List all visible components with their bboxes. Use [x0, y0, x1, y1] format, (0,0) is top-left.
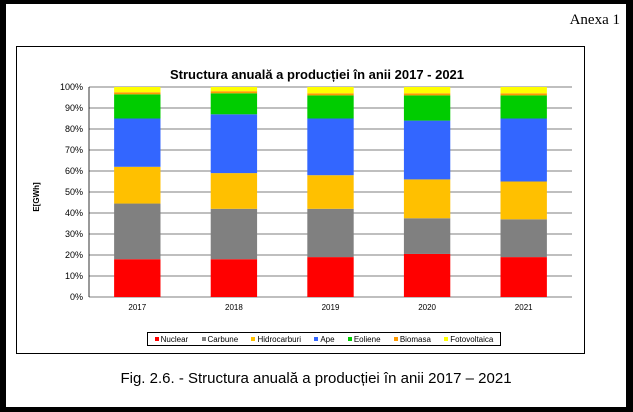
bar-segment-carbune — [210, 208, 258, 260]
y-tick-label: 0% — [70, 292, 83, 302]
legend-item: Hidrocarburi — [251, 335, 301, 344]
bar-segment-carbune — [500, 219, 547, 258]
x-tick-label: 2019 — [322, 303, 340, 312]
chart-container: Structura anuală a producției în anii 20… — [16, 46, 585, 354]
bar-segment-ape — [210, 114, 258, 174]
y-tick-label: 80% — [65, 124, 83, 134]
legend-item: Ape — [314, 334, 335, 344]
stacked-bar-chart: Structura anuală a producției în anii 20… — [32, 67, 572, 312]
bar-segment-fotovoltaica — [210, 87, 258, 92]
bar-segment-hidrocarburi — [307, 175, 354, 209]
bar-segment-carbune — [114, 203, 161, 260]
y-tick-label: 100% — [60, 82, 83, 92]
y-tick-label: 30% — [65, 229, 83, 239]
legend-item: Fotovoltaica — [444, 335, 493, 344]
legend-item: Biomasa — [393, 334, 431, 344]
y-tick-label: 20% — [65, 250, 83, 260]
bar-segment-fotovoltaica — [114, 87, 161, 93]
legend-label: Fotovoltaica — [450, 334, 494, 344]
bar-segment-fotovoltaica — [500, 87, 547, 94]
chart-legend: Nuclear Carbune Hidrocarburi Ape Eoliene Biom… — [147, 332, 501, 346]
bar-segment-biomasa — [403, 93, 451, 96]
bar-segment-nuclear — [307, 257, 354, 297]
bar-segment-biomasa — [114, 92, 161, 95]
legend-label: Carbune — [207, 334, 239, 344]
y-tick-label: 90% — [65, 103, 83, 113]
bar-segment-biomasa — [210, 91, 258, 94]
legend-swatch — [251, 337, 256, 341]
y-tick-label: 40% — [65, 208, 83, 218]
x-tick-label: 2018 — [225, 303, 243, 312]
bar-segment-fotovoltaica — [307, 87, 354, 94]
y-axis-label: E[GWh] — [32, 182, 41, 212]
bars — [114, 87, 547, 297]
bar-segment-hidrocarburi — [114, 166, 161, 204]
bar-segment-biomasa — [307, 93, 354, 96]
legend-swatch — [154, 337, 159, 341]
y-tick-label: 70% — [65, 145, 83, 155]
bar-segment-eoliene — [210, 93, 258, 115]
legend-label: Hidrocarburi — [257, 334, 302, 344]
bar-segment-eoliene — [307, 95, 354, 119]
legend-swatch — [347, 337, 352, 341]
legend-swatch — [314, 337, 319, 341]
bar-segment-hidrocarburi — [500, 181, 547, 220]
bar-segment-eoliene — [500, 95, 547, 119]
document-page: Anexa 1 Structura anuală a producției în… — [6, 4, 626, 407]
bar-segment-ape — [114, 118, 161, 167]
bar-segment-ape — [403, 120, 451, 180]
legend-label: Eoliene — [353, 334, 381, 344]
bar-segment-nuclear — [403, 253, 451, 297]
chart-title: Structura anuală a producției în anii 20… — [170, 67, 464, 82]
figure-caption: Fig. 2.6. - Structura anuală a producție… — [120, 370, 512, 387]
y-tick-label: 60% — [65, 166, 83, 176]
legend-label: Ape — [320, 334, 335, 344]
legend-label: Nuclear — [160, 334, 189, 344]
bar-segment-hidrocarburi — [403, 179, 451, 219]
bar-segment-hidrocarburi — [210, 173, 258, 209]
y-tick-label: 10% — [65, 271, 83, 281]
x-tick-label: 2020 — [418, 303, 436, 312]
bar-segment-eoliene — [114, 94, 161, 119]
x-tick-label: 2021 — [515, 303, 533, 312]
bar-segment-nuclear — [500, 257, 547, 297]
y-tick-label: 50% — [65, 187, 83, 197]
legend-swatch — [201, 337, 206, 341]
legend-swatch — [393, 337, 398, 341]
x-tick-label: 2017 — [128, 303, 146, 312]
annex-label: Anexa 1 — [569, 12, 620, 28]
bar-segment-nuclear — [210, 259, 258, 297]
bar-segment-ape — [307, 118, 354, 176]
bar-segment-eoliene — [403, 95, 451, 121]
bar-segment-fotovoltaica — [403, 87, 451, 94]
bar-segment-ape — [500, 118, 547, 182]
bar-segment-carbune — [403, 218, 451, 254]
bar-segment-nuclear — [114, 259, 161, 297]
legend-label: Biomasa — [399, 334, 431, 344]
bar-segment-carbune — [307, 208, 354, 258]
legend-item: Nuclear — [154, 334, 189, 344]
bar-segment-biomasa — [500, 93, 547, 96]
legend-item: Eoliene — [347, 334, 381, 344]
legend-item: Carbune — [201, 334, 239, 344]
legend-swatch — [444, 337, 449, 341]
axes: 0% 10% 20% 30% 40% 50% 60% 70% 80% 90% 100% 2017 201… — [60, 82, 533, 312]
